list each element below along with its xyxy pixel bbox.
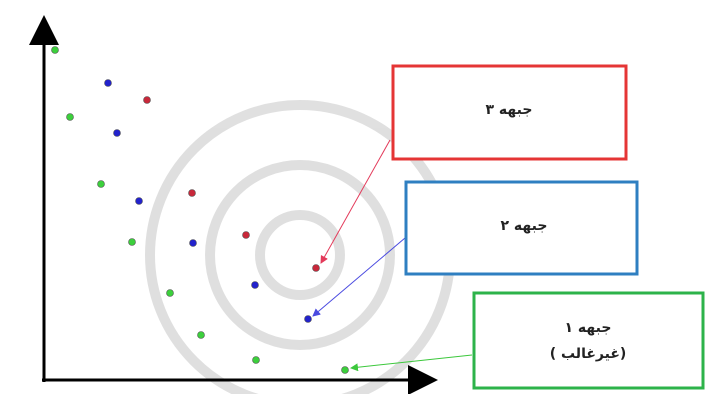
arrow [321, 140, 390, 263]
diagram: جبهه ۳ جبهه ۲ جبهه ۱ (غیرغالب ) [0, 0, 707, 394]
front-1-points [52, 47, 349, 374]
front-label: جبهه ۱ [565, 320, 612, 336]
page: جبهه ۳ جبهه ۲ جبهه ۱ (غیرغالب ) (() => {… [0, 0, 707, 394]
front-label: جبهه ۳ [486, 102, 533, 118]
front-box [474, 293, 703, 388]
front-note: (غیرغالب ) [550, 346, 627, 362]
front-label: جبهه ۲ [501, 218, 548, 234]
